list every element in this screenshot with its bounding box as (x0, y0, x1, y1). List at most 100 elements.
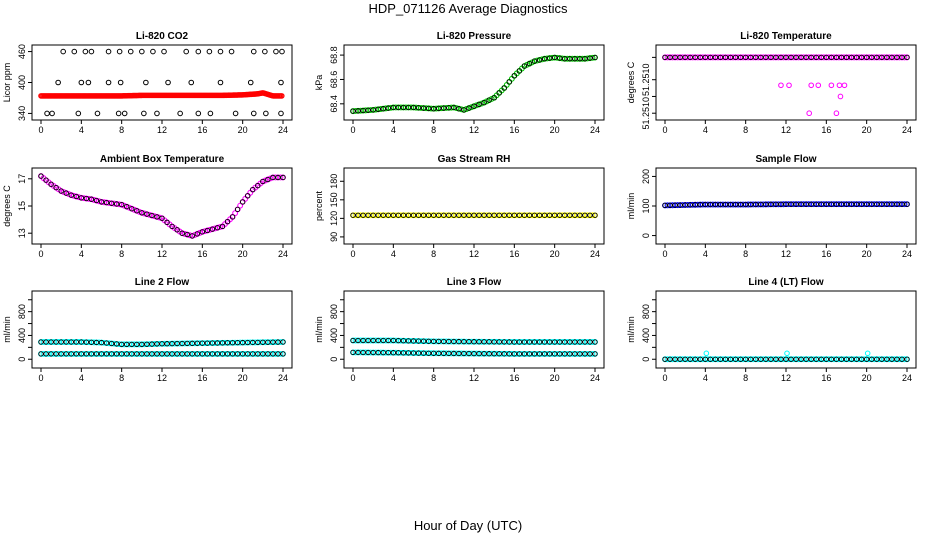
data-point (48, 339, 54, 345)
data-point (385, 212, 391, 218)
data-point (901, 201, 908, 208)
data-point (677, 202, 683, 208)
x-tick-label: 0 (662, 373, 667, 383)
x-tick-label: 24 (278, 249, 288, 259)
data-point (501, 351, 507, 357)
data-point (884, 201, 890, 207)
data-point (582, 212, 588, 218)
x-tick-label: 20 (550, 125, 560, 135)
data-point (783, 356, 789, 362)
data-point (589, 339, 596, 345)
data-point (526, 339, 533, 345)
data-point (737, 356, 744, 362)
data-point (476, 101, 482, 108)
x-tick-label: 8 (119, 373, 124, 383)
data-point (188, 79, 195, 86)
y-tick-label: 150 (329, 192, 339, 207)
data-point (117, 79, 124, 86)
data-point (702, 54, 708, 61)
data-point (496, 212, 502, 218)
data-point (441, 338, 447, 345)
data-point (491, 339, 497, 345)
data-point (116, 48, 123, 55)
data-point (385, 105, 391, 111)
data-point (224, 340, 231, 346)
data-point (278, 110, 284, 117)
data-point (154, 214, 160, 220)
data-point (441, 212, 447, 218)
data-point (390, 212, 396, 218)
data-point (843, 54, 850, 61)
data-point (546, 351, 553, 357)
data-point (165, 79, 171, 86)
data-point (707, 201, 714, 208)
data-point (446, 212, 452, 218)
data-point (521, 212, 528, 218)
data-point (717, 201, 724, 208)
data-point (229, 340, 236, 346)
data-point (808, 356, 814, 362)
data-point (164, 341, 170, 347)
data-point (562, 56, 568, 62)
data-point (211, 225, 218, 232)
data-point (247, 79, 254, 86)
data-point (848, 356, 855, 362)
data-point (265, 176, 271, 183)
data-point (516, 351, 523, 357)
data-point (405, 104, 412, 111)
data-point (758, 356, 764, 362)
data-point (843, 356, 850, 362)
data-point (144, 341, 150, 347)
data-point (486, 97, 492, 103)
data-point (415, 212, 422, 218)
data-point (904, 201, 910, 207)
data-point (894, 54, 900, 61)
data-point (833, 110, 840, 117)
figure-title: HDP_071126 Average Diagnostics (368, 1, 568, 16)
data-point (864, 201, 870, 207)
data-point (889, 356, 895, 362)
data-point (778, 201, 784, 207)
data-point (105, 48, 112, 55)
x-tick-label: 16 (197, 125, 207, 135)
data-point (753, 201, 759, 208)
data-point (732, 54, 739, 61)
y-tick-label: 68.8 (329, 46, 339, 64)
data-point (722, 356, 729, 362)
data-point (169, 351, 175, 357)
data-point (737, 201, 744, 208)
data-point (70, 192, 77, 199)
data-point (159, 351, 165, 357)
data-point (116, 201, 123, 208)
data-point (410, 350, 417, 356)
data-point (48, 181, 54, 187)
data-point (788, 54, 794, 61)
data-point (405, 212, 412, 218)
data-point (511, 351, 517, 357)
x-tick-label: 0 (350, 373, 355, 383)
data-point (360, 349, 366, 356)
x-tick-label: 8 (431, 249, 436, 259)
data-point (662, 356, 668, 362)
data-point (768, 356, 774, 362)
data-point (531, 212, 538, 218)
data-point (90, 196, 97, 203)
data-point (184, 351, 190, 357)
data-point (818, 201, 824, 207)
data-point (889, 201, 895, 207)
data-point (245, 193, 251, 199)
data-point (546, 55, 553, 61)
data-point (184, 340, 190, 347)
data-point (134, 341, 140, 348)
data-point (531, 339, 538, 345)
data-point (557, 339, 563, 345)
data-point (201, 228, 208, 235)
data-point (58, 351, 64, 357)
data-point (526, 351, 533, 357)
data-point (778, 356, 784, 362)
data-point (144, 211, 150, 217)
data-point (461, 212, 467, 218)
data-point (139, 351, 145, 357)
data-point (722, 54, 729, 61)
y-axis-label: percent (314, 190, 324, 221)
